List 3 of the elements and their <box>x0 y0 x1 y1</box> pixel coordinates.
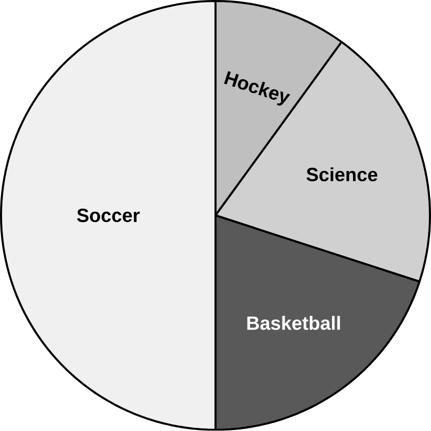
slice-label: Science <box>306 167 378 182</box>
slice-label: Soccer <box>77 208 140 222</box>
slice-label: Basketball <box>247 316 340 330</box>
